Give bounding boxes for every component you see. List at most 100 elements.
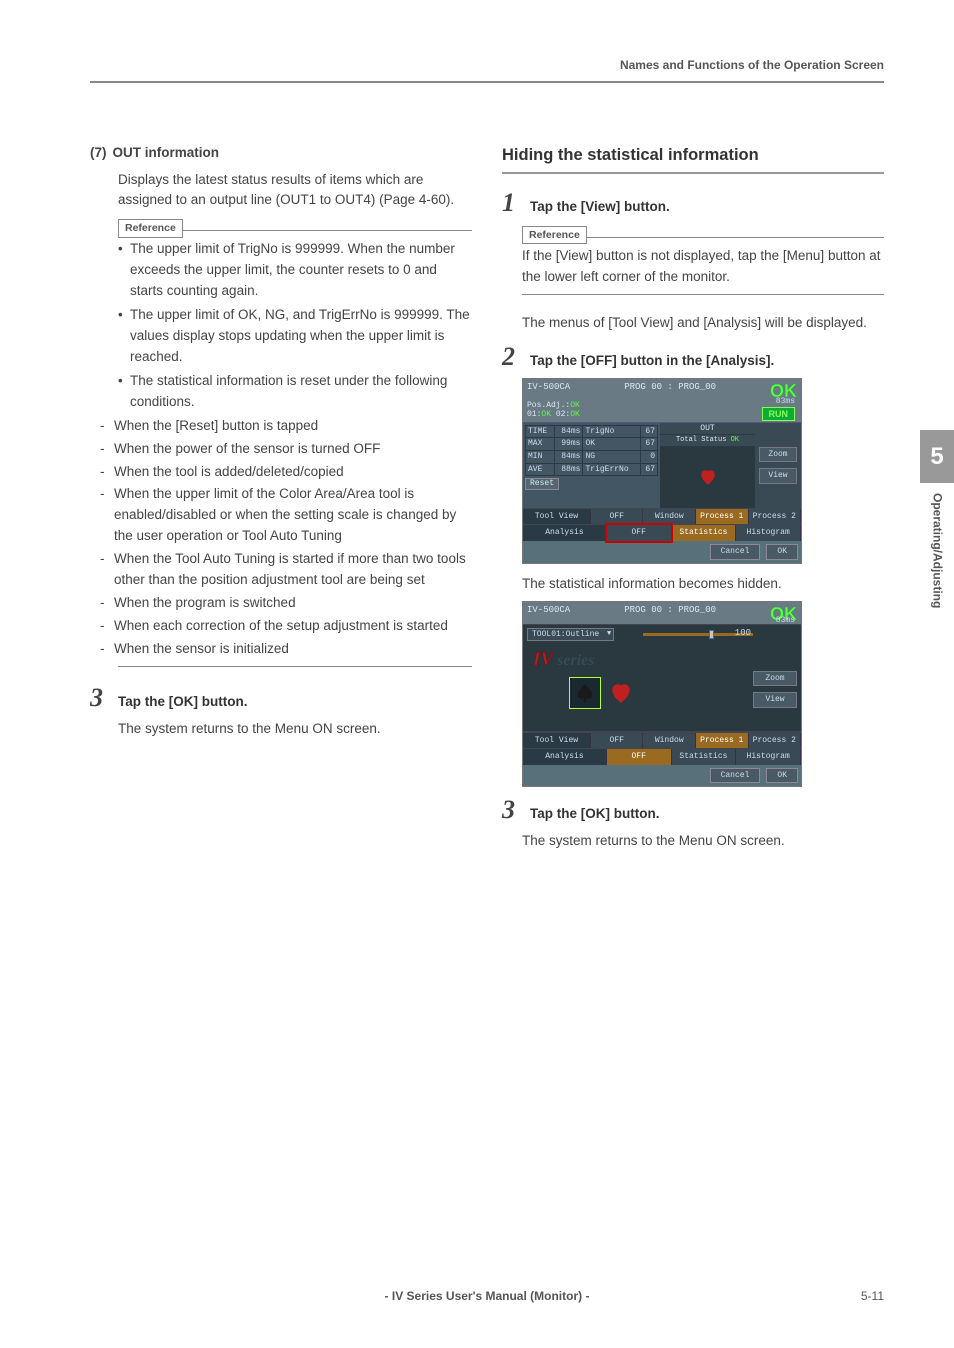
item7-desc: Displays the latest status results of it… (118, 170, 472, 212)
running-header: Names and Functions of the Operation Scr… (90, 56, 884, 75)
fig2-zoom-button[interactable]: Zoom (753, 671, 797, 687)
fig2-iv-logo: IV series (533, 649, 594, 672)
dash-1: When the [Reset] button is tapped (100, 416, 472, 437)
reference-bullets: The upper limit of TrigNo is 999999. Whe… (118, 239, 472, 412)
dash-7: When each correction of the setup adjust… (100, 616, 472, 637)
fig2-tb2-stats[interactable]: Statistics (672, 749, 737, 765)
fig1-prog: PROG 00 : PROG_00 (624, 382, 716, 400)
fig2-tb1-off[interactable]: OFF (591, 733, 644, 749)
fig1-status: Pos.Adj.:OK 01:OK 02:OK (523, 401, 801, 422)
item7-title: OUT information (113, 145, 220, 160)
fig1-stats: TIME84msTrigNo67 MAX99msOK67 MIN84msNG0 … (523, 423, 660, 508)
fig1-tb2-hist[interactable]: Histogram (736, 525, 801, 541)
footer-center: - IV Series User's Manual (Monitor) - (150, 1287, 824, 1306)
fig2-model: IV-500CA (527, 605, 570, 623)
fig1-ok-button[interactable]: OK (766, 544, 798, 560)
right-step2-title: Tap the [OFF] button in the [Analysis]. (530, 351, 774, 372)
fig2-tb1-p2[interactable]: Process 2 (749, 733, 802, 749)
reference-text-r: If the [View] button is not displayed, t… (522, 246, 884, 288)
fig1-posadj: Pos.Adj.: (527, 401, 570, 410)
fig1-r3c3: 67 (640, 463, 657, 476)
fig1-tb2-stats[interactable]: Statistics (672, 525, 737, 541)
fig2-bottom-buttons: Cancel OK (523, 765, 801, 787)
fig1-o1-ok: OK (541, 410, 551, 419)
fig1-ms: 83ms (776, 397, 795, 407)
fig1-view-button[interactable]: View (759, 468, 797, 484)
fig1-r2c1: 84ms (554, 451, 583, 464)
fig2-prog: PROG 00 : PROG_00 (624, 605, 716, 623)
fig1-out-panel: OUT Total Status OK (660, 423, 755, 508)
fig1-r1c3: 67 (640, 438, 657, 451)
left-step3-num: 3 (90, 685, 118, 711)
fig1-zoom-button[interactable]: Zoom (759, 447, 797, 463)
dash-2: When the power of the sensor is turned O… (100, 439, 472, 460)
fig1-tb1-p2[interactable]: Process 2 (749, 509, 802, 525)
heart-icon (608, 680, 634, 706)
fig2-dropdown[interactable]: TOOL01:Outline (527, 628, 614, 642)
fig1-tb2-off[interactable]: OFF (607, 525, 672, 541)
fig2-suit-spot (533, 677, 565, 709)
section-heading: Hiding the statistical information (502, 143, 884, 175)
dash-5: When the Tool Auto Tuning is started if … (100, 549, 472, 591)
fig2-heart-box (605, 677, 637, 709)
item7-heading: (7)OUT information (90, 143, 472, 164)
right-step2-num: 2 (502, 344, 530, 370)
fig1-side-buttons: Zoom View (755, 423, 801, 508)
fig2-toolbar2: Analysis OFF Statistics Histogram (523, 748, 801, 765)
reference-label: Reference (118, 219, 183, 237)
right-column: Hiding the statistical information 1 Tap… (502, 143, 884, 863)
fig2-tb2-off[interactable]: OFF (607, 749, 672, 765)
fig2-body: TOOL01:Outline 100 IV series (523, 624, 801, 732)
right-step3: 3 Tap the [OK] button. (502, 797, 884, 825)
left-step3-title: Tap the [OK] button. (118, 692, 247, 713)
footer-page: 5-11 (824, 1287, 884, 1306)
fig1-o2-ok: OK (570, 410, 580, 419)
reference-rule-r-bottom (522, 294, 884, 295)
fig1-r2c2: NG (583, 451, 640, 464)
fig2-ok-button[interactable]: OK (766, 768, 798, 784)
fig1-reset-button[interactable]: Reset (525, 478, 559, 490)
dash-4: When the upper limit of the Color Area/A… (100, 484, 472, 547)
fig2-tb1-p1[interactable]: Process 1 (696, 733, 749, 749)
reference-label-r: Reference (522, 226, 587, 244)
fig1-r0c2: TrigNo (583, 425, 640, 438)
fig1-cancel-button[interactable]: Cancel (710, 544, 761, 560)
fig1-r2c3: 0 (640, 451, 657, 464)
fig2-suits (533, 677, 637, 709)
fig1-toolbar2: Analysis OFF Statistics Histogram (523, 524, 801, 541)
fig1-model: IV-500CA (527, 382, 570, 400)
fig1-bottom-buttons: Cancel OK (523, 541, 801, 563)
fig2-iv-logo-rest: series (553, 652, 594, 669)
fig1-r3c0: AVE (526, 463, 555, 476)
fig2-slider-value: 100 (735, 628, 751, 639)
fig2-side-buttons: Zoom View (753, 671, 797, 708)
fig1-r1c2: OK (583, 438, 640, 451)
fig1-posadj-ok: OK (570, 401, 580, 410)
fig1-r0c3: 67 (640, 425, 657, 438)
fig2-tb1-window[interactable]: Window (643, 733, 696, 749)
fig2-tb1-label: Tool View (523, 733, 591, 749)
bullet-2: The upper limit of OK, NG, and TrigErrNo… (118, 305, 472, 368)
fig1-total-status: Total Status OK (660, 435, 755, 446)
header-rule (90, 81, 884, 83)
fig2-view-button[interactable]: View (753, 692, 797, 708)
dash-3: When the tool is added/deleted/copied (100, 462, 472, 483)
fig2-tb2-hist[interactable]: Histogram (736, 749, 801, 765)
reference-rule-bottom (118, 666, 472, 667)
fig1-tb1-p1[interactable]: Process 1 (696, 509, 749, 525)
footer: - IV Series User's Manual (Monitor) - 5-… (90, 1287, 884, 1306)
fig1-tb1-window[interactable]: Window (643, 509, 696, 525)
fig1-tb1-off[interactable]: OFF (591, 509, 644, 525)
fig2-cancel-button[interactable]: Cancel (710, 768, 761, 784)
left-step3: 3 Tap the [OK] button. (90, 685, 472, 713)
figure-1: IV-500CA PROG 00 : PROG_00 OK Pos.Adj.:O… (522, 378, 802, 564)
fig2-toolbar1: Tool View OFF Window Process 1 Process 2 (523, 732, 801, 749)
right-step3-body: The system returns to the Menu ON screen… (522, 831, 884, 852)
chapter-tab-num: 5 (920, 430, 954, 483)
fig1-caption: The statistical information becomes hidd… (522, 574, 884, 595)
fig1-tb1-label: Tool View (523, 509, 591, 525)
left-step3-body: The system returns to the Menu ON screen… (118, 719, 472, 740)
fig1-run: RUN (762, 407, 796, 422)
fig1-hearts (660, 447, 755, 508)
fig1-tb2-label: Analysis (523, 525, 607, 541)
